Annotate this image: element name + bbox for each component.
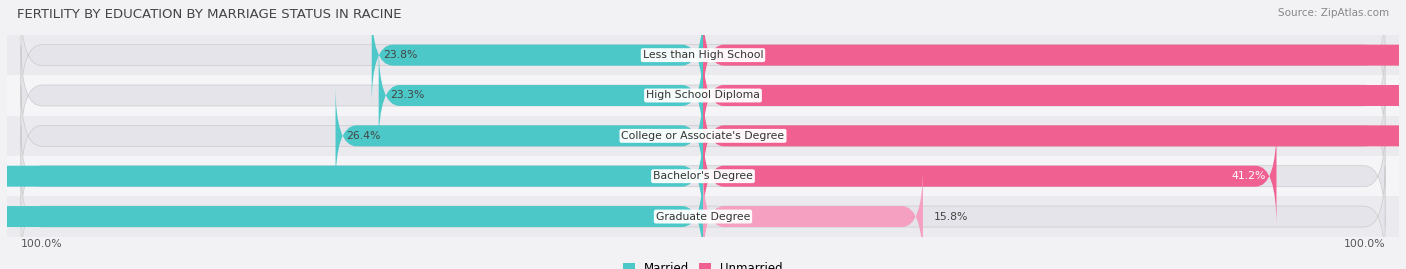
Text: 41.2%: 41.2% [1232,171,1265,181]
FancyBboxPatch shape [371,5,703,105]
Text: 26.4%: 26.4% [347,131,381,141]
FancyBboxPatch shape [21,86,1385,186]
FancyBboxPatch shape [703,167,922,267]
Bar [7,196,1399,237]
Bar [7,116,1399,156]
FancyBboxPatch shape [21,5,1385,105]
FancyBboxPatch shape [703,86,1406,186]
Legend: Married, Unmarried: Married, Unmarried [623,262,783,269]
FancyBboxPatch shape [0,167,703,267]
Text: FERTILITY BY EDUCATION BY MARRIAGE STATUS IN RACINE: FERTILITY BY EDUCATION BY MARRIAGE STATU… [17,8,401,21]
FancyBboxPatch shape [0,126,703,226]
Text: Less than High School: Less than High School [643,50,763,60]
Bar [7,156,1399,196]
FancyBboxPatch shape [703,5,1406,105]
Text: 100.0%: 100.0% [1343,239,1385,249]
FancyBboxPatch shape [703,126,1277,226]
Bar [7,75,1399,116]
FancyBboxPatch shape [703,45,1406,146]
FancyBboxPatch shape [378,45,703,146]
Text: 15.8%: 15.8% [934,211,969,222]
Text: College or Associate's Degree: College or Associate's Degree [621,131,785,141]
Text: 23.8%: 23.8% [382,50,418,60]
Text: 100.0%: 100.0% [21,239,63,249]
Text: 23.3%: 23.3% [389,90,425,101]
Text: High School Diploma: High School Diploma [647,90,759,101]
Text: Graduate Degree: Graduate Degree [655,211,751,222]
FancyBboxPatch shape [336,86,703,186]
FancyBboxPatch shape [21,45,1385,146]
Text: Bachelor's Degree: Bachelor's Degree [652,171,754,181]
FancyBboxPatch shape [21,126,1385,226]
Text: Source: ZipAtlas.com: Source: ZipAtlas.com [1278,8,1389,18]
Bar [7,35,1399,75]
FancyBboxPatch shape [21,167,1385,267]
